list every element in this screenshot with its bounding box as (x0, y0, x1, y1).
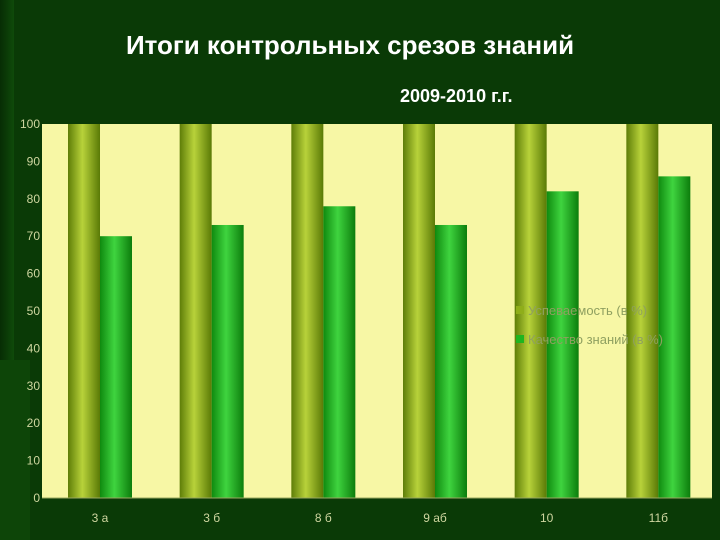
y-tick-label: 60 (27, 267, 41, 281)
y-tick-label: 100 (20, 117, 40, 131)
bar-series-2-3 (435, 224, 467, 499)
bar-series-2-0 (100, 236, 132, 498)
y-tick-label: 80 (27, 192, 41, 206)
y-tick-label: 50 (27, 304, 41, 318)
bar-series-1-5 (626, 124, 659, 498)
legend-label-series-1: Успеваемость (в %) (528, 303, 647, 318)
x-tick-label: 10 (540, 511, 554, 525)
y-tick-label: 20 (27, 416, 41, 430)
legend-label-series-2: Качество знаний (в %) (528, 332, 663, 347)
y-tick-label: 30 (27, 379, 41, 393)
bar-series-2-4 (546, 191, 579, 498)
bar-series-1-0 (68, 124, 100, 498)
bar-series-1-1 (179, 124, 212, 498)
y-tick-label: 0 (33, 491, 40, 505)
bar-series-1-2 (291, 124, 324, 498)
y-tick-label: 10 (27, 454, 41, 468)
slide-subtitle: 2009-2010 г.г. (400, 86, 513, 106)
bar-series-2-5 (658, 176, 691, 499)
x-tick-label: 3 б (203, 511, 220, 525)
background-block (0, 360, 30, 540)
plot-area (42, 124, 712, 498)
y-tick-label: 40 (27, 341, 41, 355)
slide-title: Итоги контрольных срезов знаний (125, 30, 575, 60)
x-tick-label: 8 б (315, 511, 332, 525)
bar-series-2-2 (323, 206, 356, 498)
x-tick-label: 11б (649, 511, 668, 525)
x-tick-label: 9 аб (423, 511, 447, 525)
y-tick-label: 70 (27, 229, 41, 243)
legend-swatch-series-2 (516, 335, 524, 343)
bar-series-1-3 (403, 124, 435, 498)
bar-series-2-1 (211, 224, 244, 499)
legend-swatch-series-1 (516, 306, 524, 314)
x-tick-label: 3 а (92, 511, 109, 525)
y-tick-label: 90 (27, 154, 41, 168)
legend: Успеваемость (в %) Качество знаний (в %) (516, 303, 663, 347)
